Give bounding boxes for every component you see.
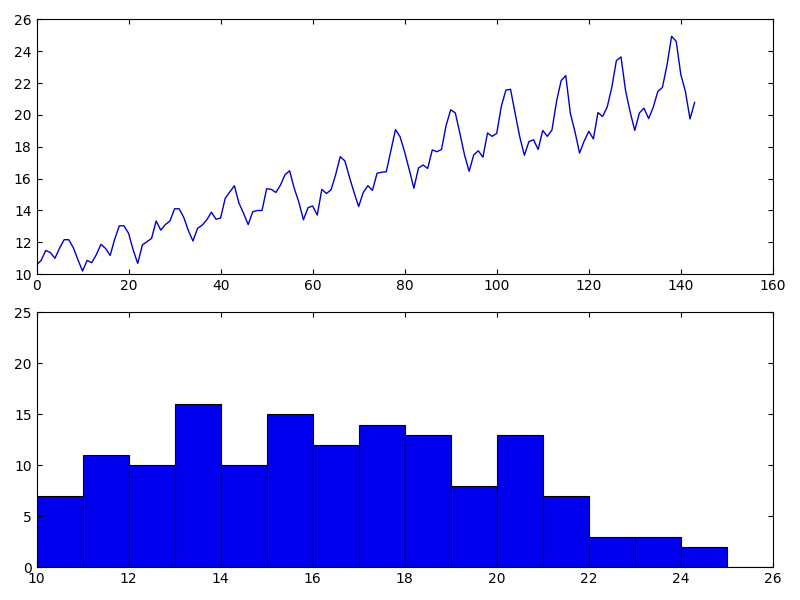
Bar: [450, 486, 497, 567]
Bar: [497, 435, 542, 567]
Bar: [174, 404, 221, 567]
Bar: [358, 425, 405, 567]
Bar: [129, 466, 174, 567]
Bar: [405, 435, 450, 567]
Bar: [37, 496, 82, 567]
Bar: [221, 466, 266, 567]
Bar: [681, 547, 727, 567]
Bar: [266, 415, 313, 567]
Bar: [589, 536, 634, 567]
Bar: [542, 496, 589, 567]
Bar: [313, 445, 358, 567]
Bar: [82, 455, 129, 567]
Bar: [634, 536, 681, 567]
